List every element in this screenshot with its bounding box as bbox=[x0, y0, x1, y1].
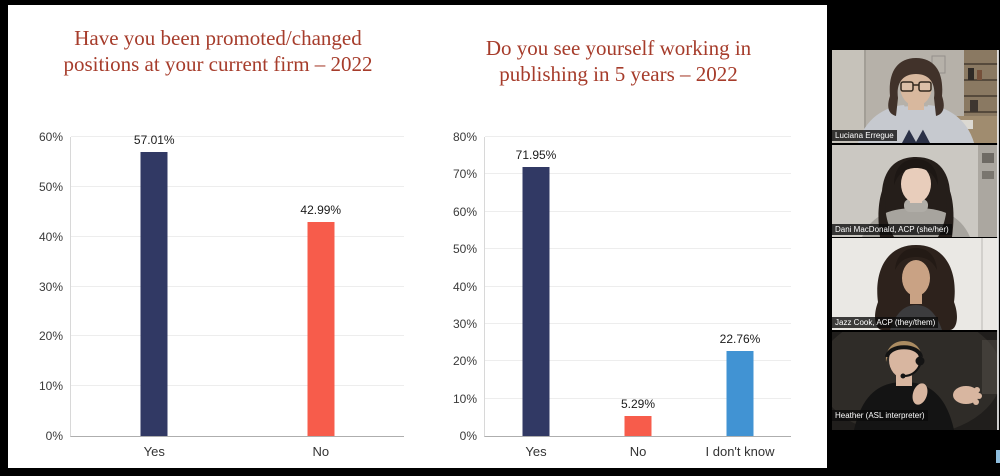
gridline bbox=[485, 285, 791, 287]
bar-no bbox=[307, 221, 335, 436]
chart-title-publishing: Do you see yourself working in publishin… bbox=[485, 36, 752, 87]
video-tile-dani[interactable]: Dani MacDonald, ACP (she/her) bbox=[832, 145, 998, 237]
gridline bbox=[71, 285, 404, 287]
y-axis-tick-label: 40% bbox=[38, 229, 63, 244]
participant-name-label: Heather (ASL interpreter) bbox=[832, 410, 928, 421]
gridline bbox=[485, 397, 791, 399]
bar-chart-publishing: 0% 10% 20% 30% 40% 50% 60% 70% 80% 71.95% Yes 5.29%… bbox=[432, 130, 805, 467]
video-feed-illustration bbox=[832, 145, 998, 237]
video-tile-luciana[interactable]: Luciana Erregue bbox=[832, 50, 998, 143]
bar-value-label: 57.01% bbox=[133, 132, 175, 147]
y-axis-tick-label: 0% bbox=[45, 429, 63, 443]
bar-chart-promotion: 0% 10% 20% 30% 40% 50% 60% 57.01% Yes 42.99% No bbox=[18, 130, 418, 467]
gridline bbox=[71, 136, 404, 137]
y-axis-tick-label: 20% bbox=[38, 329, 63, 344]
participant-name-label: Dani MacDonald, ACP (she/her) bbox=[832, 224, 952, 235]
x-axis-category-label: No bbox=[629, 444, 647, 459]
gridline bbox=[71, 335, 404, 337]
participant-name-label: Luciana Erregue bbox=[832, 130, 897, 141]
chart-title-promotion: Have you been promoted/changed positions… bbox=[63, 26, 373, 77]
y-axis-tick-label: 60% bbox=[38, 130, 63, 144]
y-axis-tick-label: 0% bbox=[459, 429, 477, 443]
bar-value-label: 42.99% bbox=[300, 202, 342, 217]
chart-title-box: Have you been promoted/changed positions… bbox=[18, 25, 418, 115]
y-axis-tick-label: 40% bbox=[452, 279, 477, 294]
bar-no bbox=[624, 416, 652, 436]
y-axis-tick-label: 10% bbox=[38, 379, 63, 394]
x-axis-category-label: Yes bbox=[143, 444, 165, 459]
y-axis-tick-label: 20% bbox=[452, 354, 477, 369]
scrollbar-thumb[interactable] bbox=[996, 450, 1000, 463]
plot-area: 0% 10% 20% 30% 40% 50% 60% 57.01% Yes 42.99% No bbox=[39, 130, 404, 459]
participant-name-label: Jazz Cook, ACP (they/them) bbox=[832, 317, 939, 328]
gridline bbox=[485, 136, 791, 137]
gridline bbox=[71, 385, 404, 387]
participant-sidebar: Luciana Erregue Dani MacDonald, ACP (she… bbox=[827, 0, 1000, 476]
y-axis-tick-label: 30% bbox=[452, 316, 477, 331]
bar-yes bbox=[522, 167, 550, 436]
chart-title-box: Do you see yourself working in publishin… bbox=[432, 25, 805, 115]
gridline bbox=[485, 173, 791, 175]
video-tile-jazz[interactable]: Jazz Cook, ACP (they/them) bbox=[832, 238, 998, 330]
y-axis-tick-label: 80% bbox=[452, 130, 477, 144]
bar-yes bbox=[140, 151, 168, 436]
y-axis-tick-label: 60% bbox=[452, 204, 477, 219]
y-axis-tick-label: 10% bbox=[452, 391, 477, 406]
gridline bbox=[485, 360, 791, 362]
chart-panel-publishing: Do you see yourself working in publishin… bbox=[428, 5, 827, 468]
x-axis-category-label: I don't know bbox=[705, 444, 775, 459]
gridline bbox=[71, 185, 404, 187]
gridline bbox=[71, 235, 404, 237]
y-axis-tick-label: 70% bbox=[452, 167, 477, 182]
chart-panel-promotion: Have you been promoted/changed positions… bbox=[8, 5, 428, 468]
x-axis-category-label: No bbox=[312, 444, 330, 459]
x-axis-category-label: Yes bbox=[525, 444, 547, 459]
shared-slide: Have you been promoted/changed positions… bbox=[8, 5, 827, 468]
video-tile-heather[interactable]: Heather (ASL interpreter) bbox=[832, 332, 998, 430]
gridline bbox=[485, 248, 791, 250]
gridline bbox=[485, 210, 791, 212]
y-axis-tick-label: 50% bbox=[452, 242, 477, 257]
bar-value-label: 22.76% bbox=[719, 331, 761, 346]
bar-i-don-t-know bbox=[726, 350, 754, 436]
plot-area: 0% 10% 20% 30% 40% 50% 60% 70% 80% 71.95% Yes 5.29%… bbox=[453, 130, 791, 459]
gridline bbox=[485, 322, 791, 324]
y-axis-tick-label: 50% bbox=[38, 179, 63, 194]
sidebar-scrollbar[interactable] bbox=[997, 50, 999, 430]
y-axis-tick-label: 30% bbox=[38, 279, 63, 294]
bar-value-label: 5.29% bbox=[620, 397, 656, 412]
bar-value-label: 71.95% bbox=[515, 148, 557, 163]
